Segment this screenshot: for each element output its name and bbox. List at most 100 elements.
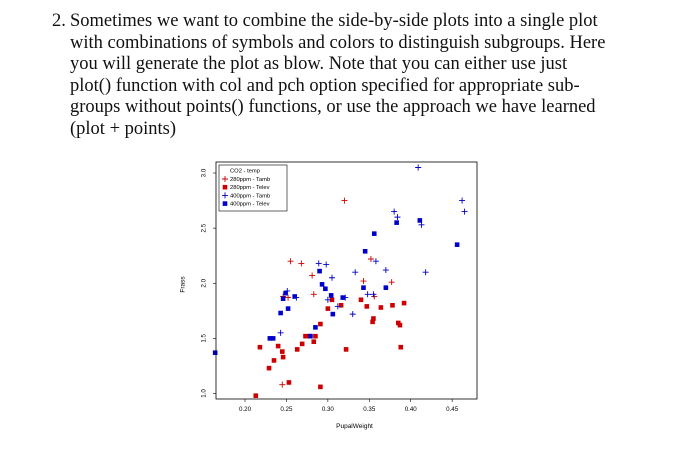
data-point <box>398 344 404 350</box>
x-tick-label: 0.45 <box>446 406 459 413</box>
data-point <box>364 304 370 309</box>
data-point <box>319 282 325 287</box>
question-line: groups without points() functions, or us… <box>70 97 596 117</box>
data-point <box>315 260 322 267</box>
question-line: you will generate the plot as blow. Note… <box>70 54 568 74</box>
data-point <box>454 242 460 247</box>
data-point <box>418 221 425 228</box>
data-point <box>311 339 317 344</box>
data-point <box>309 272 316 279</box>
data-point <box>352 269 359 276</box>
data-point <box>286 380 292 385</box>
x-tick-label: 0.30 <box>322 406 335 413</box>
legend-title: CO2 - temp <box>230 169 260 175</box>
data-point <box>388 279 395 286</box>
data-point <box>397 322 403 328</box>
data-point <box>329 297 335 303</box>
question-line: with combinations of symbols and colors … <box>70 32 606 53</box>
y-tick-label: 1.5 <box>201 334 208 343</box>
data-point <box>383 285 389 290</box>
data-point <box>212 350 218 356</box>
data-point <box>367 256 374 263</box>
data-point <box>277 329 284 336</box>
data-point <box>378 305 384 310</box>
data-point <box>323 286 328 292</box>
legend-entry: 280ppm - Telev <box>230 185 270 191</box>
data-point <box>328 293 334 298</box>
data-point <box>394 220 399 225</box>
legend-entry: 400ppm - Tamb <box>230 193 270 199</box>
data-point <box>270 336 276 341</box>
data-point <box>372 258 379 265</box>
y-axis-label: Frass <box>180 276 187 293</box>
legend-entry: 280ppm - Tamb <box>230 177 270 183</box>
legend-marker <box>222 201 228 206</box>
data-point <box>330 311 336 317</box>
question-number: 2. <box>52 11 66 31</box>
data-point <box>283 290 288 296</box>
axes: 0.20 0.25 0.30 0.35 0.40 0.45 1.0 1.5 2.0 2.5 3.0 P… <box>180 168 459 430</box>
data-point <box>349 311 356 318</box>
data-point <box>279 349 285 354</box>
data-point <box>313 333 318 339</box>
y-tick-label: 3.0 <box>201 168 208 177</box>
data-point <box>459 197 466 204</box>
data-point <box>358 297 364 303</box>
data-point <box>285 306 291 311</box>
x-tick-label: 0.25 <box>280 406 293 413</box>
data-point <box>275 343 281 349</box>
data-point <box>361 285 366 290</box>
data-point <box>370 291 377 298</box>
data-point <box>271 358 277 363</box>
data-point <box>292 294 298 299</box>
data-point <box>382 267 389 274</box>
data-point <box>299 341 305 347</box>
data-point <box>329 274 335 281</box>
question-line: (plot + points) <box>70 118 177 139</box>
data-point <box>278 310 283 316</box>
data-point <box>370 319 375 325</box>
data-point <box>298 260 305 267</box>
data-point <box>318 321 323 327</box>
data-point <box>390 303 395 308</box>
plot-frame <box>215 161 478 400</box>
data-point <box>310 291 317 298</box>
data-point <box>391 208 398 215</box>
y-tick-label: 1.0 <box>201 389 208 398</box>
data-point <box>364 291 371 298</box>
data-point <box>308 333 313 339</box>
legend-marker <box>222 176 228 182</box>
points-layer <box>212 164 468 398</box>
data-point <box>415 164 422 171</box>
legend: CO2 - temp 280ppm - Tamb 280ppm - Telev 400… <box>218 164 288 212</box>
data-point <box>323 261 330 268</box>
question-line: Sometimes we want to combine the side-by… <box>70 11 598 31</box>
x-tick-label: 0.35 <box>363 406 376 413</box>
data-point <box>338 303 344 308</box>
data-point <box>343 347 349 352</box>
data-point <box>313 325 318 330</box>
data-point <box>280 354 286 360</box>
x-tick-label: 0.40 <box>405 406 418 413</box>
data-point <box>287 258 294 265</box>
data-point <box>257 344 263 350</box>
question-line: plot() function with col and pch option … <box>70 75 580 96</box>
data-point <box>266 365 272 371</box>
data-point <box>253 393 259 398</box>
legend-marker <box>222 192 228 199</box>
data-point <box>294 347 300 352</box>
data-point <box>324 296 331 303</box>
data-point <box>394 214 401 221</box>
y-tick-label: 2.5 <box>201 223 208 232</box>
data-point <box>422 269 429 276</box>
y-tick-label: 2.0 <box>201 278 208 287</box>
x-tick-label: 0.20 <box>239 406 252 413</box>
data-point <box>325 306 331 311</box>
data-point <box>461 208 468 215</box>
data-point <box>417 218 423 223</box>
data-point <box>267 336 273 341</box>
data-point <box>360 278 367 285</box>
data-point <box>279 381 286 388</box>
data-point <box>362 248 368 254</box>
legend-marker <box>222 184 228 190</box>
